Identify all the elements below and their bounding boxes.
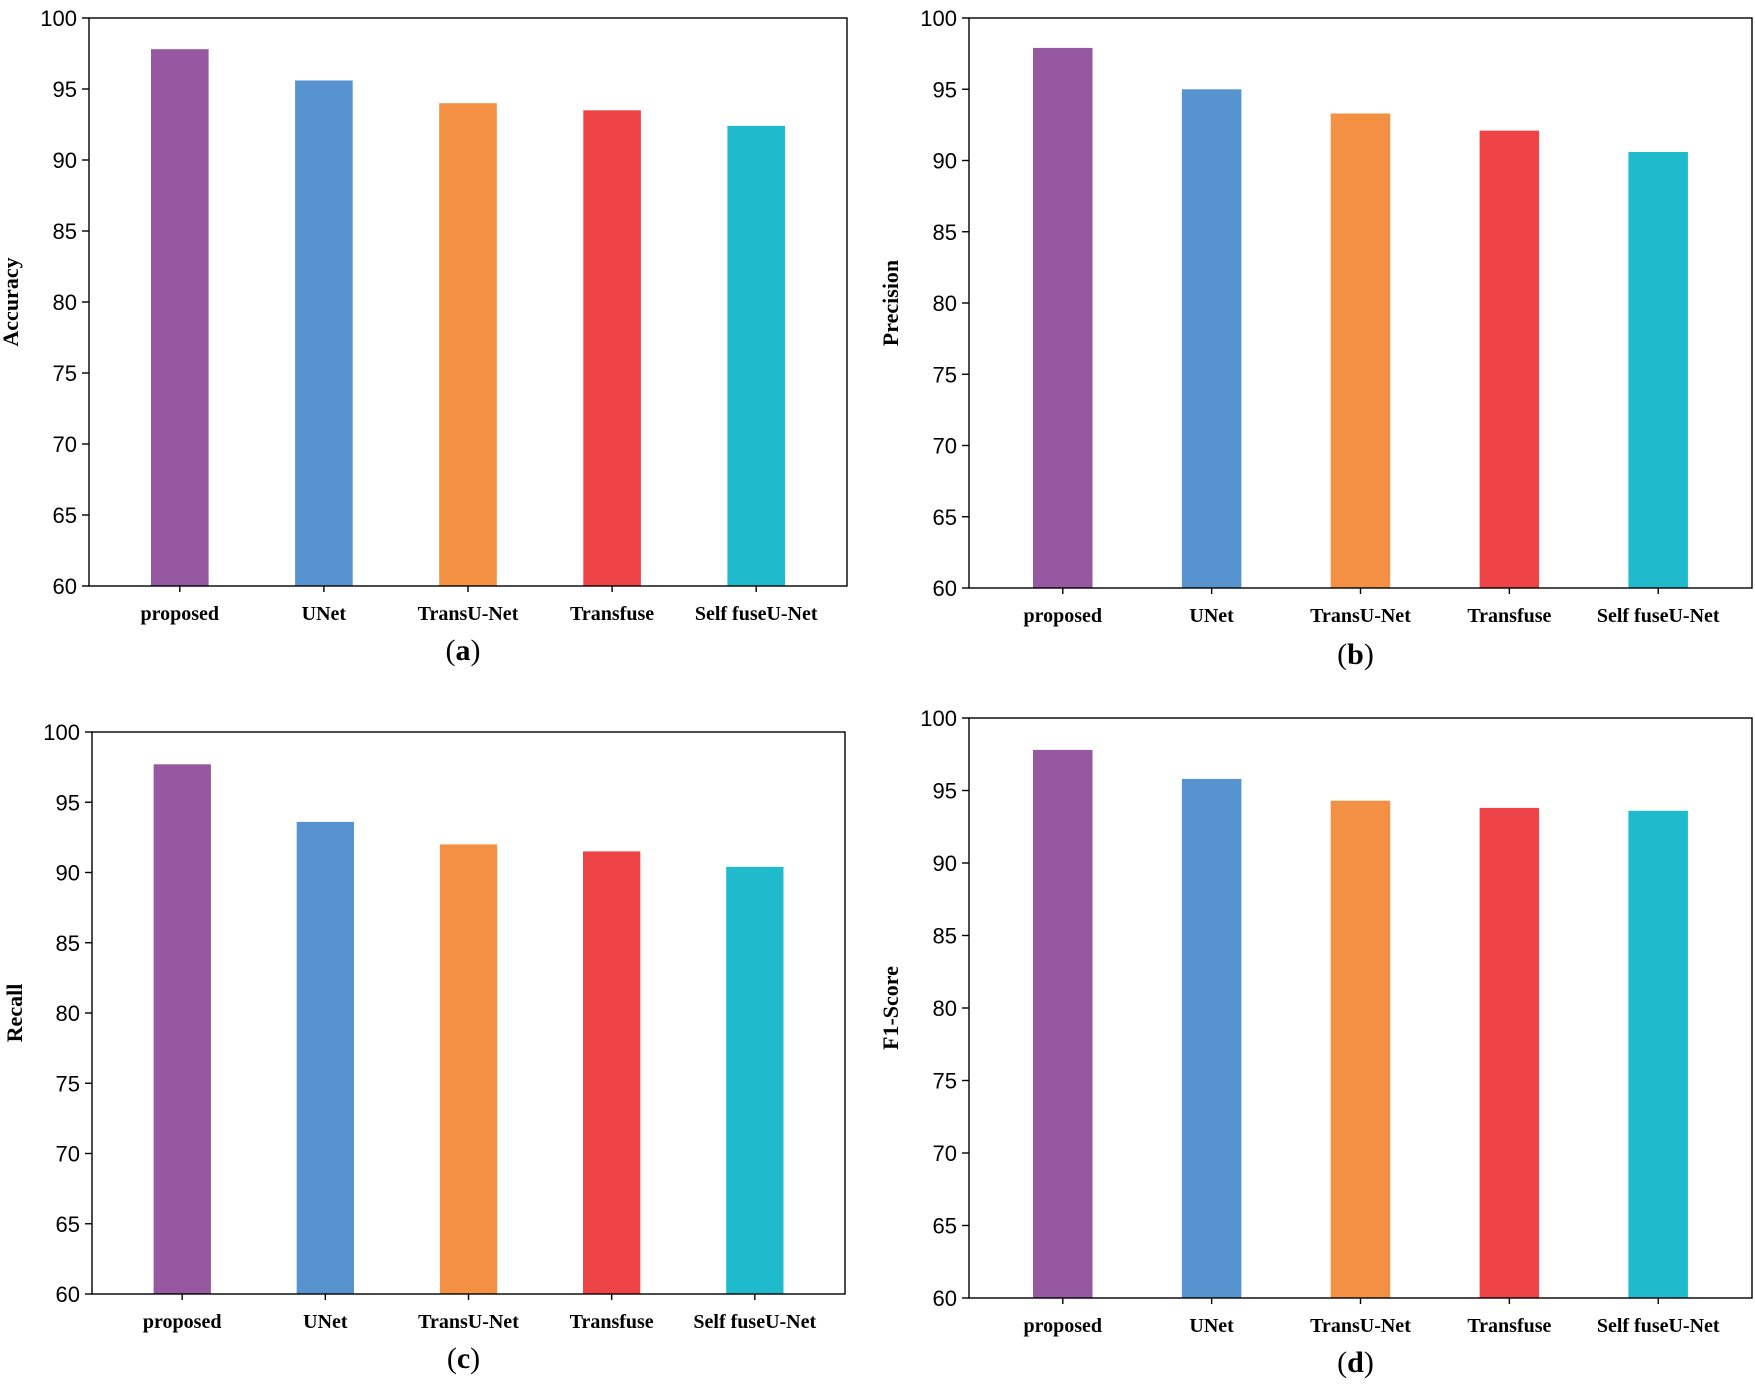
y-tick-label: 70 xyxy=(933,434,957,459)
x-tick-label: UNet xyxy=(302,603,347,625)
x-tick-label: TransU-Net xyxy=(1310,605,1411,627)
y-tick-label: 95 xyxy=(933,77,957,102)
x-tick-label: Transfuse xyxy=(1467,1315,1551,1337)
plot-frame xyxy=(91,731,846,1295)
x-tick-label: proposed xyxy=(141,603,220,625)
x-tick-label: Self fuseU-Net xyxy=(1597,605,1720,627)
x-tick-label: UNet xyxy=(303,1311,348,1333)
y-tick-label: 80 xyxy=(933,291,957,316)
chart-panel-c: proposed UNet TransU-Net Transfuse Self fuse… xyxy=(2,720,846,1375)
y-tick-label: 65 xyxy=(933,505,957,530)
panel-label: (a) xyxy=(446,634,481,667)
bar-self-fuseu-net xyxy=(726,866,784,1294)
y-tick-label: 60 xyxy=(56,1282,80,1307)
bar-transu-net xyxy=(1330,800,1391,1298)
y-tick-label: 100 xyxy=(40,6,77,31)
bar-transu-net xyxy=(439,103,497,586)
bar-proposed xyxy=(1033,47,1093,588)
x-tick-label: TransU-Net xyxy=(418,603,519,625)
bar-transfuse xyxy=(1479,807,1540,1298)
y-tick-label: 90 xyxy=(933,851,957,876)
chart-panel-a: proposed UNet TransU-Net Transfuse Self fuse… xyxy=(0,6,848,667)
y-tick-label: 80 xyxy=(933,996,957,1021)
y-tick-label: 90 xyxy=(56,861,80,886)
bar-unet xyxy=(296,821,354,1294)
panel-label: (d) xyxy=(1337,1346,1374,1379)
x-tick-label: TransU-Net xyxy=(1310,1315,1411,1337)
y-tick-label: 100 xyxy=(43,720,80,745)
y-tick-label: 100 xyxy=(920,6,957,31)
y-tick-label: 70 xyxy=(56,1142,80,1167)
x-tick-label: UNet xyxy=(1189,605,1234,627)
y-tick-label: 70 xyxy=(933,1141,957,1166)
bar-transu-net xyxy=(1330,113,1391,588)
y-tick-label: 75 xyxy=(53,361,77,386)
y-tick-label: 65 xyxy=(56,1212,80,1237)
bar-proposed xyxy=(151,49,209,586)
bar-self-fuseu-net xyxy=(1628,152,1688,588)
x-tick-label: Self fuseU-Net xyxy=(693,1311,816,1333)
x-tick-label: TransU-Net xyxy=(418,1311,519,1333)
panel-label: (c) xyxy=(447,1342,480,1375)
bar-transfuse xyxy=(583,851,641,1294)
y-axis-label: Accuracy xyxy=(0,257,23,346)
bar-unet xyxy=(295,80,353,586)
y-tick-label: 60 xyxy=(53,574,77,599)
x-tick-label: Transfuse xyxy=(570,603,654,625)
x-tick-label: Self fuseU-Net xyxy=(1597,1315,1720,1337)
y-axis-label: F1-Score xyxy=(878,966,903,1050)
x-tick-label: UNet xyxy=(1189,1315,1234,1337)
plot-frame xyxy=(968,717,1753,1299)
x-tick-label: proposed xyxy=(1024,605,1103,627)
bar-transu-net xyxy=(439,844,498,1294)
y-tick-label: 65 xyxy=(933,1214,957,1239)
y-tick-label: 80 xyxy=(53,290,77,315)
y-tick-label: 70 xyxy=(53,432,77,457)
y-tick-label: 80 xyxy=(56,1001,80,1026)
bar-self-fuseu-net xyxy=(727,125,785,587)
bar-unet xyxy=(1181,778,1242,1298)
y-tick-label: 95 xyxy=(933,779,957,804)
x-tick-label: proposed xyxy=(143,1311,222,1333)
plot-frame xyxy=(88,17,848,587)
bar-proposed xyxy=(153,764,211,1294)
y-tick-label: 60 xyxy=(933,576,957,601)
y-axis-label: Recall xyxy=(2,984,27,1043)
y-tick-label: 85 xyxy=(56,931,80,956)
y-tick-label: 75 xyxy=(933,1069,957,1094)
y-tick-label: 60 xyxy=(933,1286,957,1311)
y-axis-label: Precision xyxy=(878,260,903,346)
x-tick-label: Self fuseU-Net xyxy=(695,603,818,625)
bar-transfuse xyxy=(1479,130,1540,588)
panel-label: (b) xyxy=(1337,638,1374,671)
y-tick-label: 95 xyxy=(53,77,77,102)
y-tick-label: 95 xyxy=(56,790,80,815)
x-tick-label: Transfuse xyxy=(1467,605,1551,627)
y-tick-label: 75 xyxy=(933,362,957,387)
x-tick-label: Transfuse xyxy=(570,1311,654,1333)
y-tick-label: 65 xyxy=(53,503,77,528)
y-tick-label: 75 xyxy=(56,1071,80,1096)
bar-self-fuseu-net xyxy=(1628,810,1688,1298)
bar-unet xyxy=(1181,89,1242,589)
y-tick-label: 85 xyxy=(933,924,957,949)
x-tick-label: proposed xyxy=(1024,1315,1103,1337)
y-tick-label: 90 xyxy=(53,148,77,173)
y-tick-label: 100 xyxy=(920,706,957,731)
bar-transfuse xyxy=(583,110,641,587)
y-tick-label: 85 xyxy=(933,220,957,245)
bar-proposed xyxy=(1033,749,1093,1298)
y-tick-label: 90 xyxy=(933,149,957,174)
chart-panel-b: proposed UNet TransU-Net Transfuse Self fuse… xyxy=(878,6,1753,671)
chart-panel-d: proposed UNet TransU-Net Transfuse Self fuse… xyxy=(878,706,1753,1379)
plot-frame xyxy=(968,17,1753,589)
y-tick-label: 85 xyxy=(53,219,77,244)
